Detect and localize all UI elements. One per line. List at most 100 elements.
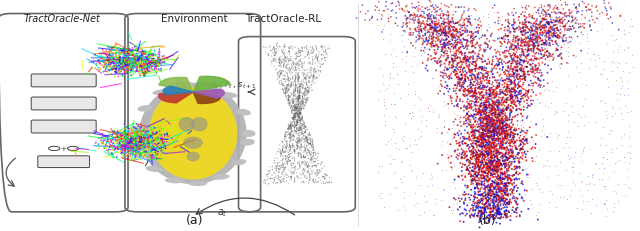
Point — [293, 109, 303, 113]
Point — [511, 73, 522, 77]
Point — [300, 56, 310, 60]
Point — [466, 125, 476, 129]
Point — [495, 151, 505, 155]
Point — [294, 119, 304, 123]
Point — [478, 101, 488, 105]
Point — [122, 58, 132, 62]
Point — [484, 100, 494, 103]
Point — [486, 159, 496, 163]
Point — [101, 140, 111, 144]
Point — [275, 73, 285, 76]
Point — [475, 166, 485, 170]
Point — [500, 172, 511, 176]
Point — [279, 93, 289, 96]
Point — [108, 148, 118, 152]
Point — [578, 147, 588, 151]
Point — [408, 17, 419, 21]
Point — [130, 57, 140, 61]
Point — [431, 17, 441, 20]
Point — [504, 84, 515, 88]
Point — [125, 138, 135, 142]
Point — [476, 216, 486, 219]
Point — [295, 51, 305, 55]
Point — [467, 102, 477, 106]
Point — [476, 135, 486, 139]
Point — [444, 128, 454, 131]
Point — [528, 30, 538, 33]
Point — [456, 116, 466, 120]
Point — [509, 82, 520, 86]
Point — [302, 137, 312, 140]
Point — [516, 108, 526, 112]
Point — [476, 209, 486, 213]
Point — [531, 213, 541, 217]
Point — [269, 178, 279, 182]
Point — [538, 164, 548, 168]
Point — [550, 32, 560, 36]
Point — [554, 53, 564, 57]
Point — [500, 132, 510, 136]
Point — [129, 58, 139, 62]
Point — [320, 59, 330, 63]
Point — [518, 34, 528, 38]
Point — [490, 108, 500, 112]
Point — [483, 175, 493, 178]
Point — [392, 186, 403, 189]
Point — [430, 25, 440, 29]
Point — [556, 22, 566, 25]
Point — [505, 99, 515, 102]
Point — [464, 56, 474, 60]
Ellipse shape — [131, 126, 145, 133]
Point — [137, 70, 147, 74]
Point — [506, 138, 516, 142]
Point — [515, 172, 525, 175]
Point — [296, 127, 306, 131]
Point — [451, 59, 461, 63]
Point — [289, 94, 300, 98]
Text: $s_t\,,\,r_t\,,\,s_{t+1}$: $s_t\,,\,r_t\,,\,s_{t+1}$ — [211, 79, 257, 90]
Point — [474, 203, 484, 207]
Point — [474, 160, 484, 164]
Point — [295, 146, 305, 150]
Point — [460, 115, 470, 118]
Point — [287, 116, 298, 120]
Point — [506, 155, 516, 159]
Point — [301, 99, 312, 102]
Point — [277, 166, 287, 169]
Point — [503, 99, 513, 102]
Point — [489, 109, 499, 112]
Point — [432, 44, 442, 48]
Point — [483, 74, 493, 78]
Point — [285, 107, 296, 110]
Point — [510, 115, 520, 119]
Point — [133, 60, 143, 64]
Point — [495, 216, 506, 219]
Point — [278, 88, 288, 91]
Point — [527, 38, 538, 41]
Point — [447, 64, 457, 68]
Point — [529, 33, 539, 37]
Point — [113, 70, 124, 74]
Point — [508, 72, 518, 76]
Point — [312, 77, 322, 80]
Point — [131, 70, 141, 74]
Point — [460, 197, 470, 201]
Point — [476, 119, 486, 122]
Point — [141, 63, 151, 67]
Point — [123, 140, 133, 143]
Point — [499, 29, 509, 33]
Point — [424, 209, 434, 212]
Point — [417, 16, 427, 20]
Point — [509, 72, 519, 76]
Point — [302, 85, 312, 88]
Point — [425, 23, 435, 27]
Point — [536, 28, 547, 32]
Point — [462, 184, 472, 188]
Point — [104, 63, 115, 67]
Point — [154, 62, 164, 66]
Point — [127, 53, 137, 57]
Point — [285, 121, 296, 125]
Point — [300, 176, 310, 179]
Point — [154, 145, 164, 149]
Point — [111, 56, 122, 60]
